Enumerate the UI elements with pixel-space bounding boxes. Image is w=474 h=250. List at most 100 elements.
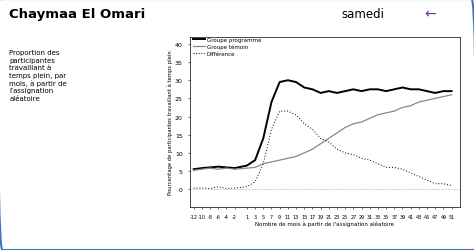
Groupe témoin xyxy=(367,118,373,120)
Différence xyxy=(392,166,397,169)
Différence xyxy=(207,187,213,190)
Différence xyxy=(350,154,356,156)
Groupe témoin xyxy=(432,98,438,100)
Groupe témoin xyxy=(408,105,413,108)
Groupe témoin xyxy=(260,162,266,166)
Groupe programme xyxy=(191,168,197,171)
Différence xyxy=(269,128,274,131)
Groupe programme xyxy=(408,88,413,92)
Groupe programme xyxy=(367,88,373,92)
Y-axis label: Pourcentage de participantes travaillant à temps plein: Pourcentage de participantes travaillant… xyxy=(168,50,173,195)
Groupe programme xyxy=(432,92,438,95)
Groupe programme xyxy=(277,81,283,84)
Groupe programme xyxy=(232,167,237,170)
Différence xyxy=(424,179,430,182)
Différence xyxy=(277,110,283,113)
Groupe témoin xyxy=(207,167,213,170)
Text: ←: ← xyxy=(424,8,436,22)
Groupe témoin xyxy=(293,155,299,158)
Groupe témoin xyxy=(191,169,197,172)
Groupe programme xyxy=(301,87,307,90)
Groupe témoin xyxy=(342,126,348,130)
Différence xyxy=(244,186,250,188)
X-axis label: Nombre de mois à partir de l'assignation aléatoire: Nombre de mois à partir de l'assignation… xyxy=(255,221,394,226)
Groupe témoin xyxy=(318,143,323,146)
Groupe programme xyxy=(293,81,299,84)
Groupe programme xyxy=(440,90,446,93)
Différence xyxy=(301,123,307,126)
Différence xyxy=(367,159,373,162)
Différence xyxy=(408,172,413,175)
Groupe témoin xyxy=(232,168,237,171)
Différence xyxy=(383,166,389,169)
Différence xyxy=(342,152,348,155)
Différence xyxy=(326,141,332,144)
Groupe programme xyxy=(392,88,397,92)
Groupe programme xyxy=(359,90,365,93)
Différence xyxy=(334,148,340,151)
Différence xyxy=(224,187,229,190)
Groupe programme xyxy=(350,88,356,92)
Line: Groupe témoin: Groupe témoin xyxy=(194,95,452,170)
Groupe témoin xyxy=(424,99,430,102)
Différence xyxy=(191,187,197,190)
Groupe témoin xyxy=(199,168,205,171)
Text: Chaymaa El Omari: Chaymaa El Omari xyxy=(9,8,146,20)
Différence xyxy=(449,184,455,187)
Groupe programme xyxy=(400,87,405,90)
Groupe témoin xyxy=(277,159,283,162)
Différence xyxy=(375,162,381,166)
Différence xyxy=(215,186,221,188)
Groupe témoin xyxy=(359,121,365,124)
Groupe programme xyxy=(334,92,340,95)
Groupe programme xyxy=(318,92,323,95)
Groupe témoin xyxy=(392,110,397,113)
Groupe programme xyxy=(269,101,274,104)
Groupe témoin xyxy=(215,168,221,171)
Différence xyxy=(432,182,438,186)
Legend: Groupe programme, Groupe témoin, Différence: Groupe programme, Groupe témoin, Différe… xyxy=(192,37,263,58)
Groupe programme xyxy=(207,166,213,169)
Groupe programme xyxy=(224,166,229,169)
Différence xyxy=(260,162,266,166)
Groupe programme xyxy=(244,164,250,168)
Groupe témoin xyxy=(285,157,291,160)
Line: Groupe programme: Groupe programme xyxy=(194,81,452,170)
Text: samedi: samedi xyxy=(341,8,384,20)
Différence xyxy=(440,182,446,186)
Différence xyxy=(285,110,291,113)
Groupe programme xyxy=(285,80,291,82)
Groupe programme xyxy=(310,88,315,92)
Groupe programme xyxy=(424,90,430,93)
Groupe témoin xyxy=(449,94,455,97)
Groupe témoin xyxy=(440,96,446,99)
Groupe témoin xyxy=(252,166,258,169)
Groupe témoin xyxy=(326,137,332,140)
Groupe témoin xyxy=(244,167,250,170)
Groupe témoin xyxy=(224,167,229,170)
Groupe témoin xyxy=(375,114,381,117)
Groupe programme xyxy=(199,167,205,170)
Groupe témoin xyxy=(400,106,405,110)
Line: Différence: Différence xyxy=(194,112,452,189)
Groupe programme xyxy=(215,166,221,168)
Groupe programme xyxy=(383,90,389,93)
Groupe témoin xyxy=(350,123,356,126)
Groupe programme xyxy=(416,88,422,92)
Groupe témoin xyxy=(310,148,315,151)
Différence xyxy=(199,187,205,190)
Groupe programme xyxy=(260,137,266,140)
Groupe témoin xyxy=(383,112,389,115)
Groupe programme xyxy=(375,88,381,92)
Groupe programme xyxy=(342,90,348,93)
Différence xyxy=(293,114,299,117)
Groupe programme xyxy=(449,90,455,93)
Différence xyxy=(359,157,365,160)
Groupe témoin xyxy=(334,132,340,135)
Groupe témoin xyxy=(269,161,274,164)
Groupe témoin xyxy=(301,152,307,155)
Différence xyxy=(400,168,405,171)
Groupe programme xyxy=(326,90,332,93)
Différence xyxy=(310,128,315,131)
Groupe programme xyxy=(252,159,258,162)
